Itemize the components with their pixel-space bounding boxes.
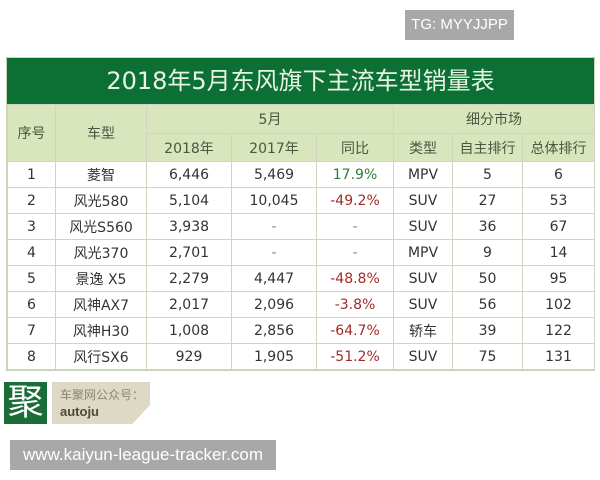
cell-index: 4 [7,239,56,266]
header-model: 车型 [55,104,147,162]
table-row: 5 景逸 X5 2,279 4,447 -48.8% SUV 50 95 [7,265,596,292]
cell-yoy: - [315,239,395,266]
cell-2018: 2,701 [146,239,232,266]
cell-yoy: -51.2% [315,343,395,370]
autoju-logo: 聚 车聚网公众号： autoju [4,382,154,424]
cell-type: MPV [393,239,454,266]
cell-2017: 2,856 [231,317,317,344]
cell-index: 7 [7,317,56,344]
cell-model: 风神AX7 [55,291,147,318]
watermark-badge-top: TG: MYYJJPP [405,10,514,40]
cell-model: 风光370 [55,239,147,266]
cell-index: 8 [7,343,56,370]
cell-2017: 5,469 [231,161,317,188]
cell-2018: 5,104 [146,187,232,214]
header-index: 序号 [7,104,56,162]
cell-overall-rank: 95 [522,265,596,292]
cell-overall-rank: 131 [522,343,596,370]
cell-index: 6 [7,291,56,318]
cell-2018: 2,017 [146,291,232,318]
logo-account: autoju [60,404,99,419]
cell-2017: - [231,213,317,240]
cell-type: SUV [393,291,454,318]
cell-type: SUV [393,343,454,370]
header-segment-group: 细分市场 [393,104,596,134]
header-2017: 2017年 [231,133,317,162]
cell-model: 风神H30 [55,317,147,344]
cell-type: MPV [393,161,454,188]
cell-model: 风光580 [55,187,147,214]
cell-overall-rank: 14 [522,239,596,266]
header-2018: 2018年 [146,133,232,162]
cell-overall-rank: 53 [522,187,596,214]
cell-model: 菱智 [55,161,147,188]
cell-overall-rank: 6 [522,161,596,188]
cell-2017: 1,905 [231,343,317,370]
cell-index: 1 [7,161,56,188]
table-row: 8 风行SX6 929 1,905 -51.2% SUV 75 131 [7,343,596,370]
cell-model: 景逸 X5 [55,265,147,292]
cell-yoy: - [315,213,395,240]
cell-2017: 4,447 [231,265,317,292]
cell-type: SUV [393,265,454,292]
cell-2017: - [231,239,317,266]
cell-domestic-rank: 5 [452,161,524,188]
header-overall-rank: 总体排行 [522,133,596,162]
cell-2017: 2,096 [231,291,317,318]
cell-yoy: -64.7% [315,317,395,344]
cell-2017: 10,045 [231,187,317,214]
sales-data-table: 序号 车型 5月 细分市场 2018年 2017年 同比 类型 自主排行 总体排… [7,104,596,370]
logo-tag: 车聚网公众号： autoju [52,382,150,424]
logo-caption: 车聚网公众号： [60,388,145,402]
cell-domestic-rank: 27 [452,187,524,214]
cell-domestic-rank: 56 [452,291,524,318]
cell-overall-rank: 102 [522,291,596,318]
table-row: 7 风神H30 1,008 2,856 -64.7% 轿车 39 122 [7,317,596,344]
table-row: 1 菱智 6,446 5,469 17.9% MPV 5 6 [7,161,596,188]
cell-domestic-rank: 75 [452,343,524,370]
cell-index: 3 [7,213,56,240]
table-row: 4 风光370 2,701- - MPV 9 14 [7,239,596,266]
cell-model: 风光S560 [55,213,147,240]
header-month-group: 5月 [145,104,395,134]
cell-2018: 1,008 [146,317,232,344]
cell-2018: 2,279 [146,265,232,292]
cell-model: 风行SX6 [55,343,147,370]
watermark-badge-bottom: www.kaiyun-league-tracker.com [10,440,276,470]
cell-overall-rank: 122 [522,317,596,344]
cell-yoy: -49.2% [315,187,395,214]
cell-index: 5 [7,265,56,292]
cell-domestic-rank: 36 [452,213,524,240]
cell-2018: 6,446 [146,161,232,188]
header-type: 类型 [393,133,454,162]
logo-glyph-icon: 聚 [4,382,47,424]
cell-yoy: -48.8% [315,265,395,292]
cell-2018: 929 [146,343,232,370]
cell-2018: 3,938 [146,213,232,240]
cell-yoy: 17.9% [315,161,395,188]
header-yoy: 同比 [315,133,395,162]
cell-overall-rank: 67 [522,213,596,240]
header-domestic-rank: 自主排行 [452,133,524,162]
cell-domestic-rank: 50 [452,265,524,292]
table-row: 6 风神AX7 2,017 2,096 -3.8% SUV 56 102 [7,291,596,318]
table-row: 3 风光S560 3,938- - SUV 36 67 [7,213,596,240]
table-row: 2 风光580 5,104 10,045 -49.2% SUV 27 53 [7,187,596,214]
cell-domestic-rank: 39 [452,317,524,344]
cell-type: 轿车 [393,317,454,344]
cell-type: SUV [393,187,454,214]
sales-table: 2018年5月东风旗下主流车型销量表 序号 车型 5月 细分市场 2018年 2… [6,57,596,371]
cell-index: 2 [7,187,56,214]
cell-yoy: -3.8% [315,291,395,318]
cell-type: SUV [393,213,454,240]
cell-domestic-rank: 9 [452,239,524,266]
table-title: 2018年5月东风旗下主流车型销量表 [7,58,594,104]
